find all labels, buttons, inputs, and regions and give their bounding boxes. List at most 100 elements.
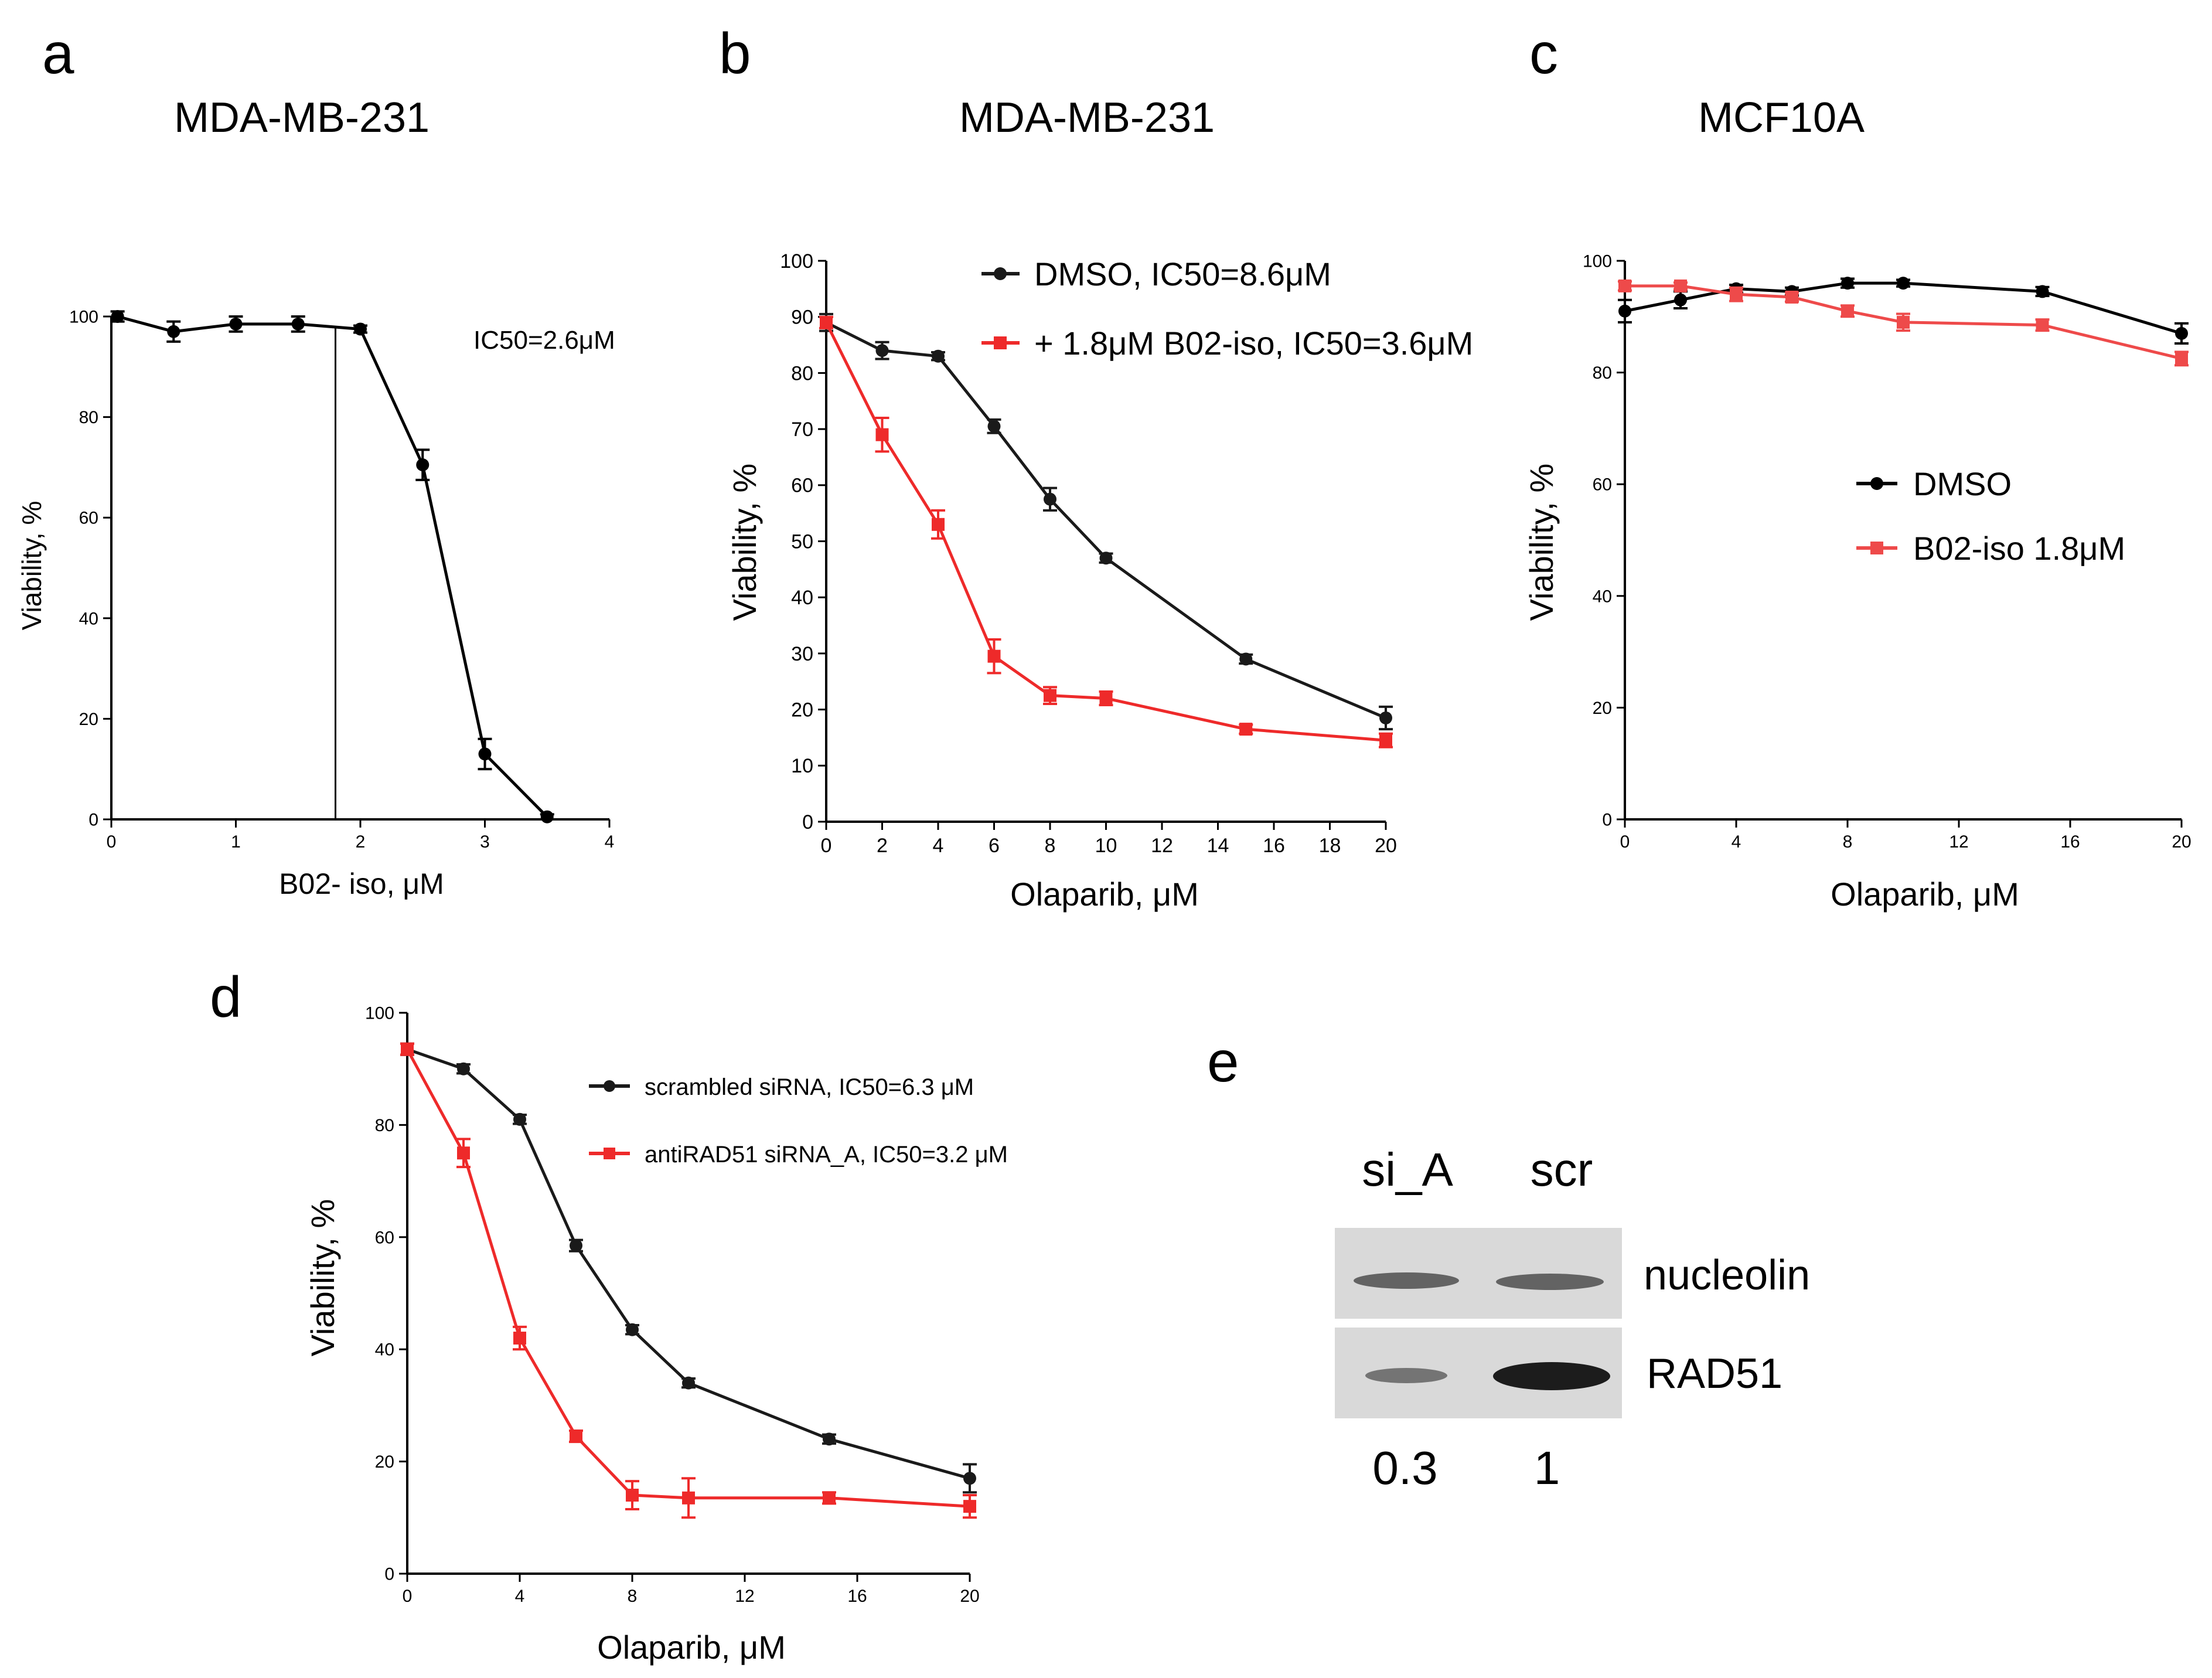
- panel-c-series-1-point: [1618, 279, 1631, 292]
- panel-letter-d: d: [210, 965, 242, 1029]
- panel-d-series-0-point: [457, 1062, 470, 1075]
- panel-d-series-0-point: [682, 1376, 695, 1390]
- panel-b-xtick-label: 8: [1045, 835, 1056, 857]
- legend-c-b02-marker: [1870, 542, 1883, 554]
- panel-c-title: MCF10A: [1698, 94, 1865, 141]
- panel-b-series-0-line: [825, 321, 1386, 720]
- panel-d: 0 20 40 60 80 100 0 4 8 12 16 20 Olaparib, μM Viabi…: [304, 1004, 1008, 1666]
- panel-b-ytick-label: 10: [791, 755, 813, 777]
- panel-c-series-0-point: [2036, 285, 2049, 298]
- panel-b-xtick-label: 10: [1095, 835, 1117, 857]
- panel-b-plot: 0 10 20 30 40 50 60 70 80 90 100 0 2 4 6 8 10 12 14 16 18 20: [780, 250, 1397, 857]
- panel-d-ylabel: Viability, %: [304, 1199, 341, 1357]
- legend-d-si-label: antiRAD51 siRNA_A, IC50=3.2 μM: [645, 1142, 1008, 1168]
- panel-b-series-1-point: [932, 518, 945, 531]
- panel-e: si_A scr nucleolin RAD51 0.3 1: [1335, 1143, 1810, 1494]
- legend-c-dmso-marker: [1870, 477, 1883, 490]
- panel-a-series-0-point: [167, 325, 180, 338]
- panel-d-xtick-label: 0: [403, 1587, 413, 1606]
- legend-d-si-marker: [604, 1148, 615, 1159]
- panel-c-ytick-label: 100: [1583, 252, 1612, 271]
- panel-d-series-0-point: [513, 1112, 526, 1126]
- panel-d-series-1-point: [626, 1489, 639, 1502]
- quant-si-a: 0.3: [1372, 1442, 1437, 1494]
- panel-d-series-0-point: [626, 1323, 639, 1336]
- panel-b-series-1-point: [1239, 723, 1253, 736]
- panel-c-series-1-point: [1730, 288, 1743, 301]
- panel-c-series-0-point: [1618, 304, 1631, 318]
- panel-a-series-0-line: [117, 315, 548, 818]
- panel-b-xtick-label: 6: [989, 835, 1000, 857]
- panel-b-ytick-label: 50: [791, 530, 813, 553]
- panel-c-legend: DMSO B02-iso 1.8μM: [1856, 465, 2125, 567]
- panel-b-ytick-label: 80: [791, 362, 813, 384]
- panel-a-ytick-label: 0: [88, 811, 98, 830]
- panel-b-xtick-label: 2: [877, 835, 888, 857]
- panel-b-xlabel: Olaparib, μM: [1010, 876, 1199, 913]
- panel-b-ytick-label: 40: [791, 587, 813, 609]
- band-rad51-si-a: [1365, 1368, 1447, 1383]
- panel-d-xtick-label: 16: [847, 1587, 867, 1606]
- panel-a-ytick-label: 40: [79, 609, 98, 628]
- panel-c-ytick-label: 20: [1593, 699, 1612, 718]
- panel-a-series-0-point: [540, 810, 554, 823]
- panel-b-ylabel: Viability, %: [726, 464, 763, 621]
- panel-d-series-1-point: [682, 1491, 695, 1505]
- panel-b-series-0-point: [1239, 652, 1253, 666]
- panel-c-xtick-label: 8: [1843, 832, 1853, 852]
- panel-a-ytick-label: 60: [79, 509, 98, 528]
- panel-a-xlabel: B02- iso, μM: [279, 867, 444, 900]
- panel-b-series-1-point: [820, 316, 833, 329]
- panel-b-xtick-label: 20: [1375, 835, 1397, 857]
- panel-d-xlabel: Olaparib, μM: [597, 1629, 786, 1666]
- panel-a-xtick-label: 4: [605, 832, 615, 852]
- lane-label-si-a: si_A: [1362, 1143, 1453, 1196]
- panel-b-ytick-label: 90: [791, 307, 813, 329]
- lane-label-scr: scr: [1531, 1143, 1593, 1196]
- panel-b-title: MDA-MB-231: [959, 94, 1215, 141]
- panel-c-series-1-point: [1897, 315, 1910, 329]
- panel-a-xtick-label: 2: [356, 832, 366, 852]
- panel-b-series-1-point: [1044, 689, 1056, 702]
- panel-d-series-1-point: [570, 1429, 582, 1443]
- panel-b-xtick-label: 18: [1319, 835, 1341, 857]
- panel-d-plot: 0 20 40 60 80 100 0 4 8 12 16 20: [365, 1004, 980, 1606]
- panel-c-series-0-point: [1674, 293, 1687, 307]
- panel-b-ytick-label: 60: [791, 475, 813, 497]
- panel-c-series-1-point: [2175, 352, 2188, 365]
- panel-c-xtick-label: 4: [1732, 832, 1741, 852]
- panel-b-ytick-label: 100: [780, 250, 813, 273]
- legend-c-dmso-label: DMSO: [1913, 465, 2012, 502]
- panel-d-series-1-point: [401, 1043, 414, 1056]
- panel-b-series-1-point: [1099, 692, 1113, 705]
- legend-c-b02-label: B02-iso 1.8μM: [1913, 530, 2125, 567]
- panel-b-series-0-point: [932, 349, 945, 363]
- panel-c-series-1-point: [1841, 304, 1854, 318]
- panel-c-xtick-label: 16: [2060, 832, 2080, 852]
- panel-b-series-1-point: [875, 428, 889, 441]
- panel-d-series-0-point: [570, 1239, 582, 1252]
- panel-b-series-1-point: [987, 649, 1001, 663]
- panel-a-series-0-point: [229, 317, 243, 331]
- panel-d-ytick-label: 20: [375, 1452, 394, 1472]
- panel-a-ytick-label: 20: [79, 710, 98, 729]
- panel-d-xtick-label: 8: [628, 1587, 638, 1606]
- panel-b-legend: DMSO, IC50=8.6μM + 1.8μM B02-iso, IC50=3…: [981, 256, 1473, 362]
- panel-d-series-1-line: [405, 1049, 970, 1508]
- panel-c-ylabel: Viability, %: [1523, 464, 1560, 621]
- panel-letter-c: c: [1529, 21, 1558, 86]
- panel-b-ytick-label: 0: [802, 811, 813, 833]
- panel-b-xtick-label: 4: [933, 835, 944, 857]
- band-label-nucleolin: nucleolin: [1644, 1252, 1810, 1299]
- panel-d-series-1-point: [963, 1500, 976, 1513]
- panel-c-series-0-point: [1897, 277, 1910, 290]
- panel-b: MDA-MB-231 0 10 20 30 40 50 60 70 80 90 100 0 2 4 6 8 10…: [726, 94, 1473, 913]
- panel-b-series-0-point: [1099, 552, 1113, 565]
- panel-a-ytick-label: 80: [79, 408, 98, 427]
- panel-a-series-0-point: [291, 317, 305, 331]
- panel-d-series-0-point: [963, 1472, 976, 1485]
- panel-c-series-1-line: [1625, 284, 2182, 360]
- panel-a-plot: 0 20 40 60 80 100 0 1 2 3 4: [69, 308, 614, 852]
- panel-d-series-1-point: [457, 1146, 470, 1160]
